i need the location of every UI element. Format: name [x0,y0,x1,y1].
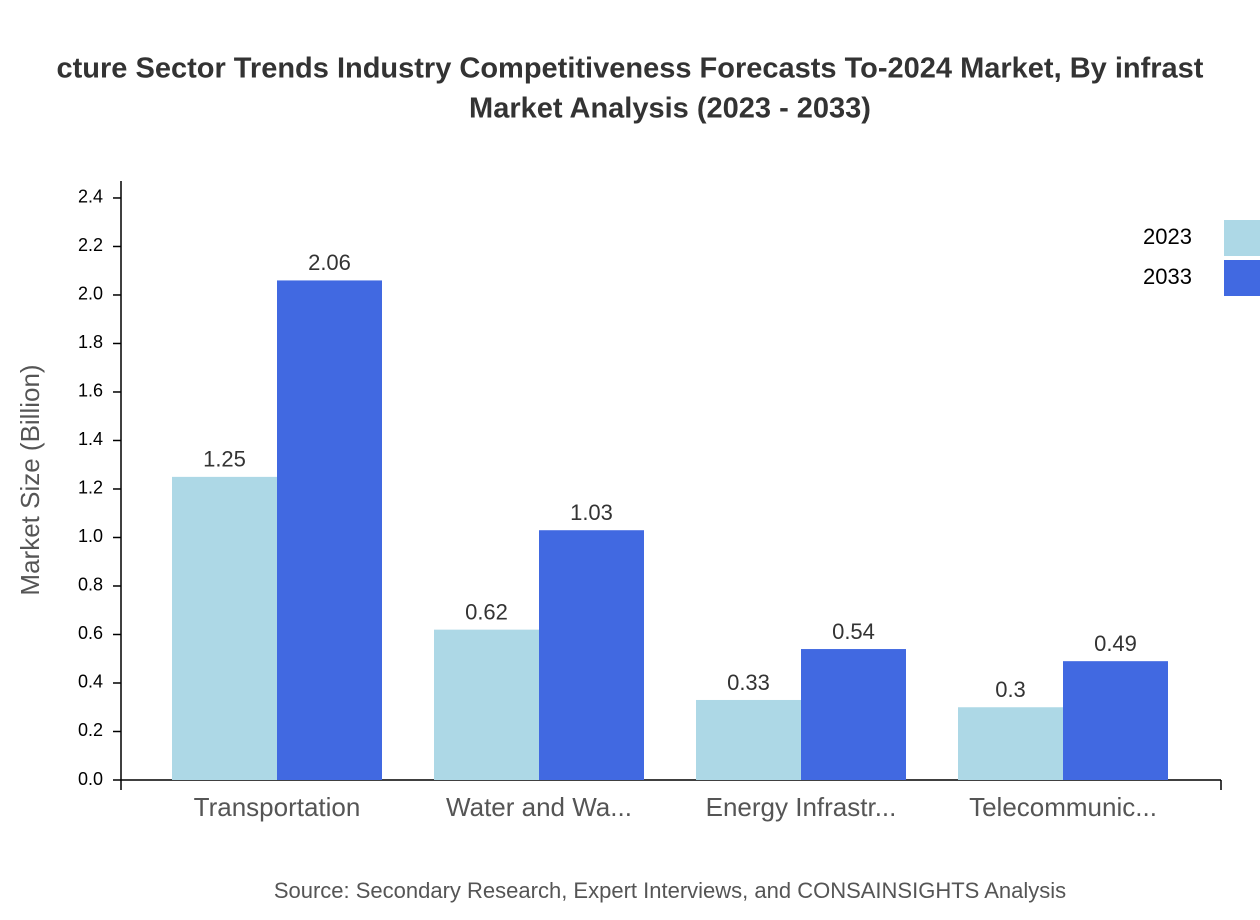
y-tick-label: 1.0 [78,526,103,546]
y-axis-label: Market Size (Billion) [15,364,45,595]
source-note: Source: Secondary Research, Expert Inter… [274,878,1066,903]
y-tick-label: 1.2 [78,478,103,498]
y-tick-label: 0.8 [78,575,103,595]
chart-title: cture Sector Trends Industry Competitive… [57,53,1204,85]
value-label: 1.03 [570,500,613,525]
y-tick-label: 1.4 [78,429,103,449]
bar [434,629,539,780]
legend-swatch [1224,220,1260,256]
bar [958,707,1063,780]
x-tick-label: Water and Wa... [446,792,632,822]
value-label: 2.06 [308,250,351,275]
x-tick-label: Transportation [194,792,361,822]
bar [696,699,801,780]
value-label: 0.49 [1094,631,1137,656]
y-tick-label: 0.4 [78,672,103,692]
bar [1063,661,1168,780]
bar [172,476,277,780]
bar [801,649,906,780]
y-tick-label: 2.0 [78,284,103,304]
legend-label: 2023 [1143,224,1192,249]
y-tick-label: 2.4 [78,187,103,207]
bar [539,530,644,780]
value-label: 1.25 [203,447,246,472]
y-tick-label: 1.6 [78,381,103,401]
value-label: 0.33 [727,670,770,695]
value-label: 0.62 [465,599,508,624]
y-tick-label: 0.2 [78,720,103,740]
y-tick-label: 0.0 [78,769,103,789]
y-tick-label: 0.6 [78,623,103,643]
legend-label: 2033 [1143,264,1192,289]
value-label: 0.3 [995,677,1026,702]
value-label: 0.54 [832,619,875,644]
y-tick-label: 1.8 [78,332,103,352]
x-tick-label: Telecommunic... [969,792,1157,822]
y-tick-label: 2.2 [78,235,103,255]
legend-swatch [1224,260,1260,296]
x-tick-label: Energy Infrastr... [706,792,897,822]
bar [277,280,382,780]
chart-title: Market Analysis (2023 - 2033) [469,93,871,125]
